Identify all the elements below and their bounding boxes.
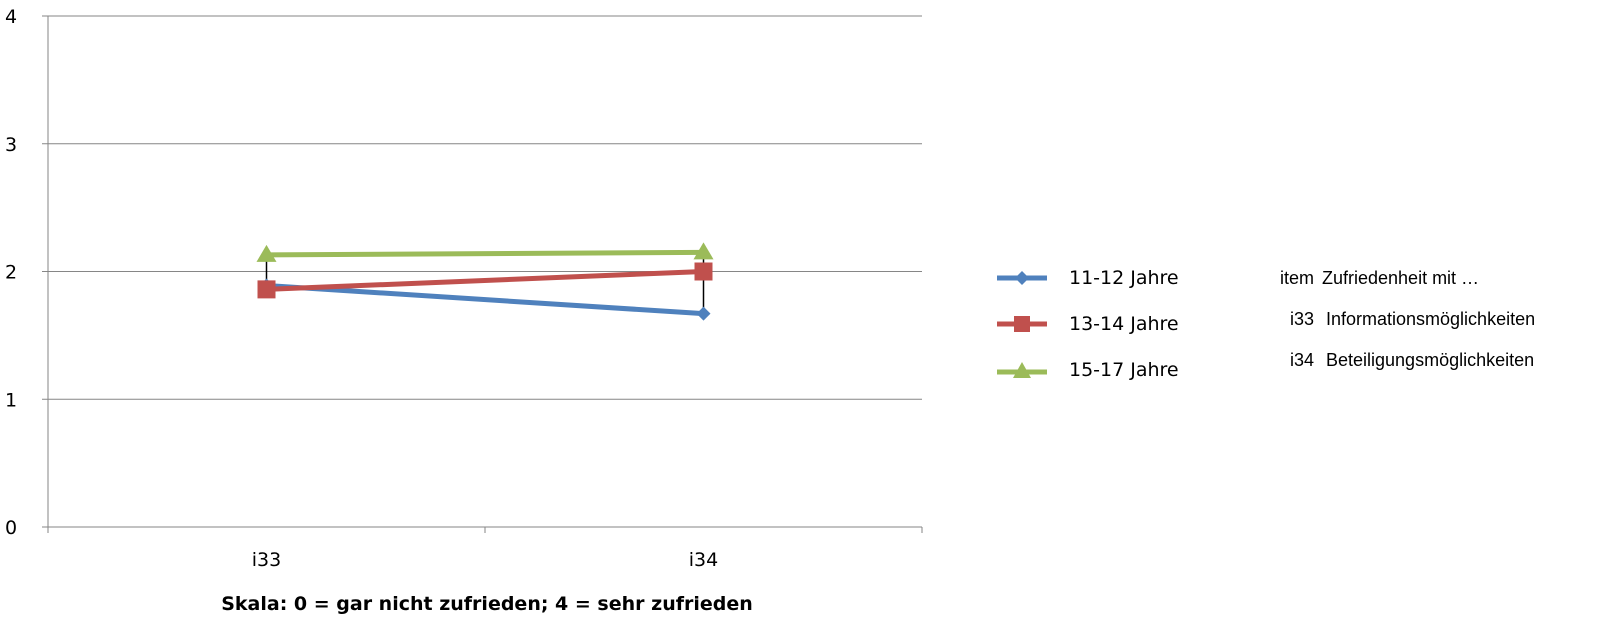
legend-item-11-12: 11-12 Jahre [995,255,1179,301]
x-axis-label: Skala: 0 = gar nicht zufrieden; 4 = sehr… [221,593,753,615]
legend-label: 11-12 Jahre [1069,267,1179,289]
data-point [256,244,277,262]
legend-square-marker-icon [997,316,1047,332]
item-table-row: i34 Beteiligungsmöglichkeiten [1258,340,1535,381]
item-code: i34 [1289,350,1314,370]
x-axis-ticks: i33 i34 [47,527,923,571]
legend-triangle-marker-icon [997,362,1047,378]
item-table-header: item Zufriedenheit mit … [1258,258,1535,299]
y-axis-ticks: 0 1 2 3 4 [5,6,48,539]
data-point [693,242,714,260]
y-tick-label: 4 [5,6,17,28]
series-line-15-17-jahre [266,249,704,258]
item-code-header: item [1279,268,1314,288]
legend-label: 15-17 Jahre [1069,359,1179,381]
item-table-row: i33 Informationsmöglichkeiten [1258,299,1535,340]
data-point [694,262,713,281]
gridlines [48,15,922,400]
item-text: Beteiligungsmöglichkeiten [1326,350,1535,370]
x-tick-label: i34 [689,549,718,571]
hi-lo-lines [265,252,705,314]
legend: 11-12 Jahre 13-14 Jahre 15-17 Jahre [995,255,1179,393]
series-line-13-14-jahre [266,269,704,292]
series-markers [256,242,714,321]
series-lines [266,249,704,317]
legend-item-15-17: 15-17 Jahre [995,347,1179,393]
y-tick-label: 0 [5,517,17,539]
data-point [257,280,276,299]
item-code: i33 [1289,309,1314,329]
data-point [696,306,711,321]
y-tick-label: 1 [5,389,17,411]
legend-diamond-marker-icon [997,271,1047,285]
item-text-header: Zufriedenheit mit … [1322,268,1480,288]
series-line-11-12-jahre [266,283,704,317]
y-tick-label: 2 [5,262,17,284]
legend-label: 13-14 Jahre [1069,313,1179,335]
legend-item-13-14: 13-14 Jahre [995,301,1179,347]
item-description-table: item Zufriedenheit mit … i33 Information… [1258,258,1535,381]
item-text: Informationsmöglichkeiten [1326,309,1536,329]
y-tick-label: 3 [5,134,17,156]
x-tick-label: i33 [252,549,281,571]
